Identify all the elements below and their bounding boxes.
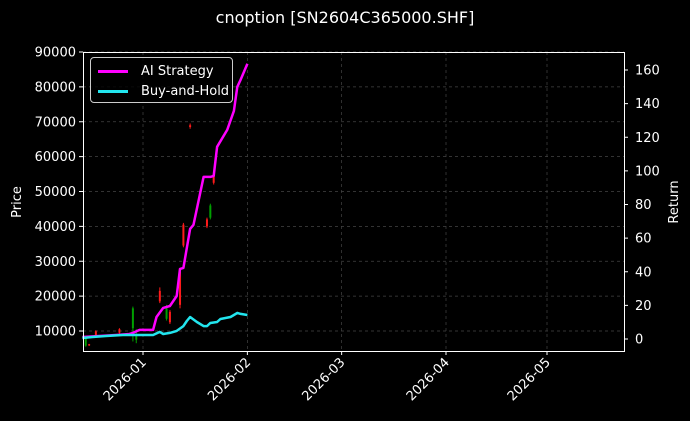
ai-strategy-swatch-icon: [98, 69, 128, 73]
right-tick-label: 80: [635, 198, 652, 213]
candle: [131, 308, 134, 329]
plot-frame: [83, 52, 625, 352]
candle: [179, 271, 182, 305]
legend: AI Strategy Buy-and-Hold: [90, 57, 233, 103]
right-tick-label: 40: [635, 265, 652, 280]
legend-item-ai-strategy: AI Strategy: [91, 61, 214, 81]
left-axis-label: Price: [10, 186, 25, 218]
left-tick-label: 10000: [35, 325, 76, 340]
left-tick-label: 60000: [35, 150, 76, 165]
ai-strategy-line: [82, 63, 249, 339]
right-tick-label: 140: [635, 97, 660, 112]
chart-title: cnoption [SN2604C365000.SHF]: [215, 8, 475, 27]
x-tick-label: 2026-05: [505, 355, 554, 404]
left-y-axis: 90000 80000 70000 60000 50000 40000 30000 20000…: [35, 46, 83, 340]
right-tick-label: 60: [635, 232, 652, 247]
left-tick-label: 30000: [35, 255, 76, 270]
candle: [94, 331, 97, 336]
right-tick-label: 0: [635, 333, 643, 348]
legend-item-buy-and-hold: Buy-and-Hold: [91, 81, 229, 101]
left-tick-label: 50000: [35, 185, 76, 200]
left-tick-label: 80000: [35, 80, 76, 95]
left-tick-label: 20000: [35, 290, 76, 305]
right-tick-label: 100: [635, 164, 660, 179]
right-axis-label: Return: [667, 180, 682, 223]
legend-label: Buy-and-Hold: [141, 83, 230, 99]
legend-label: AI Strategy: [141, 63, 214, 79]
candle: [182, 224, 185, 246]
right-tick-label: 160: [635, 64, 660, 79]
x-tick-label: 2026-03: [299, 355, 348, 404]
x-tick-label: 2026-04: [404, 355, 453, 404]
candle: [168, 311, 171, 323]
candle: [212, 174, 215, 183]
candle: [88, 344, 91, 346]
candle: [205, 219, 208, 227]
candle: [189, 125, 192, 127]
x-tick-label: 2026-01: [101, 355, 150, 404]
candle: [209, 205, 212, 218]
right-tick-label: 20: [635, 299, 652, 314]
right-tick-label: 120: [635, 131, 660, 146]
left-tick-label: 90000: [35, 46, 76, 61]
x-tick-label: 2026-02: [205, 355, 254, 404]
candle: [84, 337, 87, 346]
x-axis: 2026-01 2026-02 2026-03 2026-04 2026-05: [101, 351, 554, 404]
candle: [165, 308, 168, 319]
buy-and-hold-line: [82, 311, 248, 340]
buy-and-hold-swatch-icon: [98, 89, 128, 93]
candle: [135, 334, 138, 340]
right-y-axis: 160 140 120 100 80 60 40 20 0: [624, 64, 660, 348]
left-tick-label: 70000: [35, 115, 76, 130]
left-tick-label: 40000: [35, 220, 76, 235]
candle: [158, 290, 161, 302]
series-lines: [82, 63, 249, 340]
candle: [118, 329, 121, 333]
